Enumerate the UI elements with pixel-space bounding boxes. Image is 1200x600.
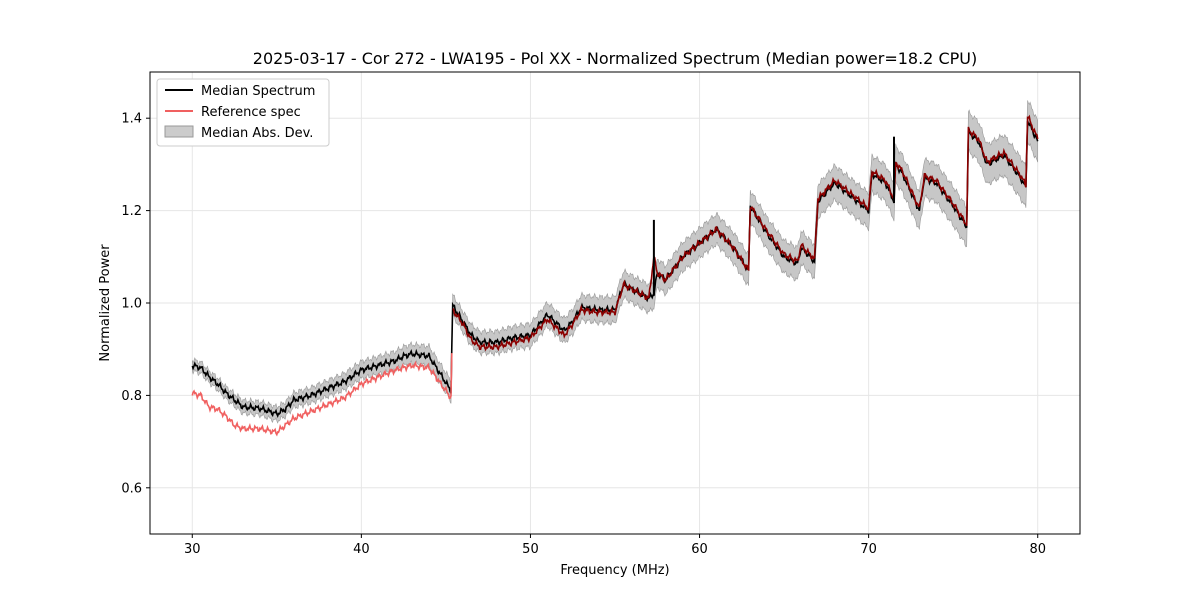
series-layer [191, 114, 1039, 437]
x-tick-label: 50 [522, 542, 539, 557]
y-axis-label: Normalized Power [98, 244, 113, 362]
x-tick-label: 40 [353, 542, 370, 557]
y-tick-label: 0.6 [121, 481, 142, 496]
legend-label-reference: Reference spec [201, 105, 301, 120]
x-ticks: 30 40 50 60 70 80 [184, 534, 1046, 557]
y-tick-label: 1.4 [121, 112, 142, 127]
x-tick-label: 80 [1029, 542, 1046, 557]
y-ticks: 0.6 0.8 1.0 1.2 1.4 [121, 112, 150, 496]
reference-spectrum-line-high [452, 114, 1039, 352]
mad-band [192, 100, 1038, 424]
x-axis-label: Frequency (MHz) [560, 563, 669, 578]
legend-box [156, 78, 330, 147]
median-spectrum-line [191, 120, 1039, 418]
legend-label-median: Median Spectrum [201, 84, 315, 99]
reference-spectrum-line-low [191, 353, 453, 437]
y-tick-label: 0.8 [121, 389, 142, 404]
x-tick-label: 60 [691, 542, 708, 557]
mad-band-layer [192, 100, 1038, 424]
legend: Median Spectrum Reference spec Median Ab… [156, 78, 330, 147]
x-tick-label: 70 [860, 542, 877, 557]
legend-label-mad: Median Abs. Dev. [201, 126, 313, 141]
y-tick-label: 1.0 [121, 297, 142, 312]
chart-title: 2025-03-17 - Cor 272 - LWA195 - Pol XX -… [253, 49, 977, 68]
y-tick-label: 1.2 [121, 204, 142, 219]
legend-swatch-mad [164, 125, 194, 138]
x-tick-label: 30 [184, 542, 201, 557]
